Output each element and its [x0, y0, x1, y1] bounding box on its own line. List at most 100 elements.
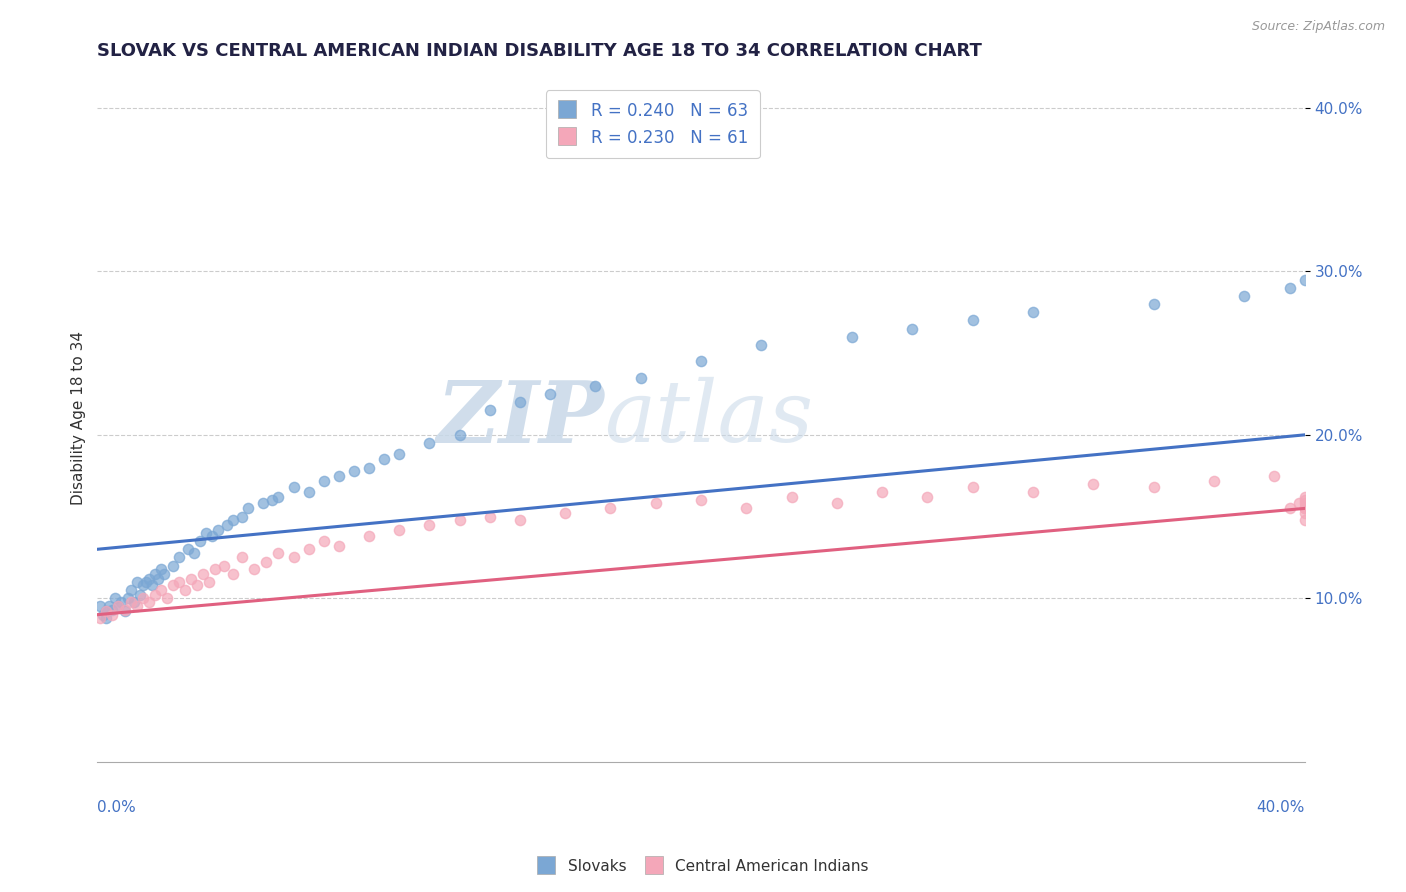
Point: [231, 550, 253, 565]
Point: [96, 604, 118, 618]
Point: [173, 583, 195, 598]
Point: [104, 591, 127, 606]
Point: [478, 509, 501, 524]
Point: [138, 572, 160, 586]
Point: [1263, 468, 1285, 483]
Point: [630, 370, 652, 384]
Point: [162, 578, 184, 592]
Text: Source: ZipAtlas.com: Source: ZipAtlas.com: [1251, 20, 1385, 33]
Point: [1294, 501, 1316, 516]
Point: [101, 603, 124, 617]
Point: [554, 506, 576, 520]
Point: [690, 354, 713, 368]
Point: [122, 594, 145, 608]
Text: SLOVAK VS CENTRAL AMERICAN INDIAN DISABILITY AGE 18 TO 34 CORRELATION CHART: SLOVAK VS CENTRAL AMERICAN INDIAN DISABI…: [97, 42, 983, 60]
Point: [89, 611, 111, 625]
Point: [217, 517, 239, 532]
Point: [312, 474, 335, 488]
Point: [962, 480, 984, 494]
Point: [146, 572, 169, 586]
Point: [254, 555, 277, 569]
Point: [262, 493, 284, 508]
Point: [449, 513, 471, 527]
Point: [1022, 305, 1045, 319]
Point: [149, 583, 172, 598]
Point: [128, 588, 150, 602]
Point: [188, 534, 211, 549]
Point: [328, 468, 350, 483]
Point: [328, 539, 350, 553]
Point: [373, 452, 395, 467]
Point: [1278, 281, 1301, 295]
Point: [141, 578, 163, 592]
Point: [298, 542, 321, 557]
Point: [107, 599, 129, 614]
Point: [222, 566, 245, 581]
Point: [252, 496, 274, 510]
Point: [509, 513, 531, 527]
Point: [1294, 496, 1316, 510]
Point: [156, 591, 179, 606]
Point: [107, 599, 129, 614]
Point: [191, 566, 214, 581]
Point: [1022, 485, 1045, 500]
Point: [138, 594, 160, 608]
Point: [1294, 272, 1316, 286]
Point: [125, 599, 148, 614]
Point: [183, 545, 205, 559]
Y-axis label: Disability Age 18 to 34: Disability Age 18 to 34: [72, 332, 86, 506]
Point: [418, 436, 440, 450]
Point: [1294, 490, 1316, 504]
Point: [149, 562, 172, 576]
Point: [243, 562, 266, 576]
Point: [125, 574, 148, 589]
Point: [343, 464, 366, 478]
Point: [1233, 289, 1256, 303]
Point: [841, 330, 863, 344]
Point: [152, 566, 174, 581]
Point: [186, 578, 208, 592]
Point: [222, 513, 245, 527]
Point: [283, 480, 305, 494]
Point: [120, 583, 142, 598]
Text: ZIP: ZIP: [436, 376, 605, 460]
Point: [418, 517, 440, 532]
Point: [283, 550, 305, 565]
Point: [204, 562, 226, 576]
Point: [1294, 493, 1316, 508]
Point: [298, 485, 321, 500]
Point: [780, 490, 803, 504]
Point: [1143, 297, 1166, 311]
Point: [131, 591, 153, 606]
Point: [93, 607, 115, 622]
Point: [117, 591, 139, 606]
Point: [1143, 480, 1166, 494]
Point: [198, 574, 221, 589]
Point: [101, 607, 124, 622]
Point: [917, 490, 939, 504]
Point: [962, 313, 984, 327]
Text: atlas: atlas: [605, 377, 814, 460]
Point: [131, 578, 153, 592]
Point: [135, 574, 157, 589]
Point: [267, 545, 290, 559]
Legend: Slovaks, Central American Indians: Slovaks, Central American Indians: [531, 853, 875, 880]
Legend: R = 0.240   N = 63, R = 0.230   N = 61: R = 0.240 N = 63, R = 0.230 N = 61: [546, 90, 759, 159]
Point: [143, 588, 166, 602]
Point: [238, 501, 260, 516]
Point: [1083, 476, 1105, 491]
Point: [1278, 501, 1301, 516]
Point: [583, 379, 606, 393]
Point: [207, 523, 229, 537]
Point: [98, 599, 121, 614]
Point: [644, 496, 666, 510]
Text: 0.0%: 0.0%: [97, 799, 136, 814]
Point: [312, 534, 335, 549]
Point: [690, 493, 713, 508]
Point: [114, 604, 136, 618]
Point: [357, 529, 380, 543]
Point: [449, 427, 471, 442]
Point: [901, 321, 924, 335]
Point: [180, 572, 202, 586]
Point: [1204, 474, 1226, 488]
